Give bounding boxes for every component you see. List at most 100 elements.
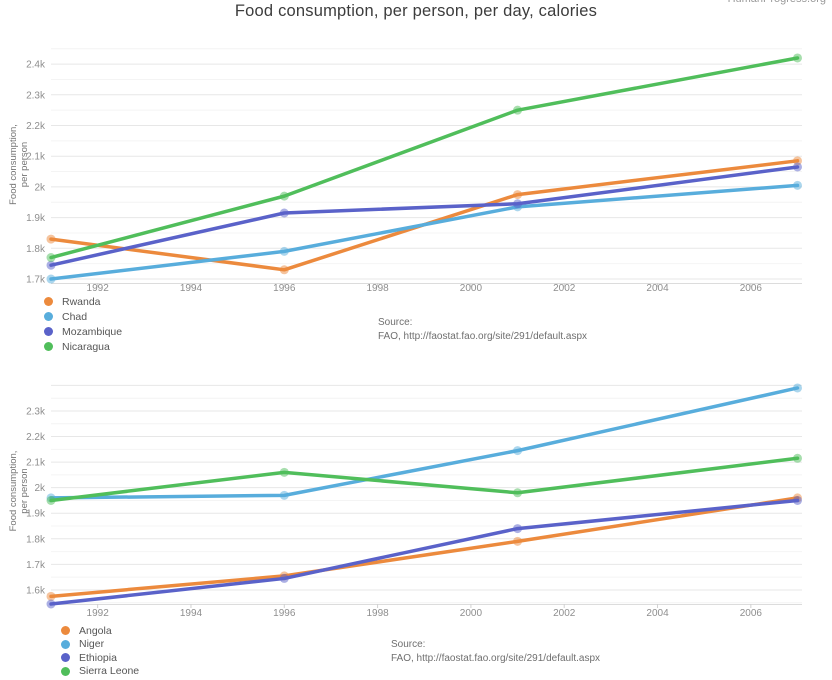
legend-dot-mozambique: [44, 327, 53, 336]
y-tick-label: 2k: [34, 182, 46, 193]
x-tick-label: 2006: [740, 283, 763, 294]
legend-label: Sierra Leone: [79, 665, 140, 678]
legend-dot-chad: [44, 312, 53, 321]
series-marker-niger: [793, 383, 802, 393]
series-line-mozambique: [49, 165, 800, 267]
legend-item-chad[interactable]: Chad: [44, 309, 122, 324]
x-tick-label: 2004: [646, 283, 669, 294]
legend-item-nicaragua[interactable]: Nicaragua: [44, 339, 122, 354]
series-marker-mozambique: [46, 260, 56, 270]
y-tick-label: 2.3k: [26, 90, 46, 101]
legend-label: Rwanda: [62, 295, 101, 308]
x-tick-label: 2004: [646, 608, 669, 619]
legend-item-niger[interactable]: Niger: [61, 638, 139, 652]
legend-item-rwanda[interactable]: Rwanda: [44, 294, 122, 309]
y-tick-label: 1.8k: [26, 244, 46, 255]
y-tick-label: 2.2k: [26, 121, 46, 132]
x-tick-label: 2002: [553, 283, 576, 294]
series-marker-mozambique: [793, 162, 802, 172]
x-tick-label: 1992: [87, 283, 110, 294]
top-chart-canvas: 1.7k 1.8k 1.9k 2k 2.1k 2.2k 2.3k 2.4k 1992 1994 19…: [8, 48, 802, 294]
y-tick-label: 1.8k: [26, 534, 46, 545]
series-line-nicaragua: [49, 56, 800, 260]
series-marker-sierra-leone: [279, 467, 289, 477]
legend-label: Chad: [62, 310, 88, 323]
y-axis-title: Food consumption,: [8, 124, 19, 205]
series-marker-ethiopia: [46, 599, 56, 609]
series-marker-ethiopia: [279, 573, 289, 583]
legend-item-ethiopia[interactable]: Ethiopia: [61, 651, 139, 665]
series-marker-chad: [793, 180, 802, 190]
legend-dot-sierra-leone: [61, 666, 70, 676]
top-chart-legend: Rwanda Chad Mozambique Nicaragua: [44, 294, 122, 354]
series-line-ethiopia: [49, 498, 800, 606]
source-url: FAO, http://faostat.fao.org/site/291/def…: [378, 331, 588, 342]
series-marker-angola: [46, 591, 56, 601]
series-marker-mozambique: [279, 208, 289, 218]
x-tick-label: 1994: [180, 608, 203, 619]
legend-item-mozambique[interactable]: Mozambique: [44, 324, 122, 339]
series-marker-rwanda: [279, 265, 289, 275]
watermark: HumanProgress.org: [728, 0, 826, 5]
series-marker-ethiopia: [513, 524, 523, 534]
series-marker-nicaragua: [793, 53, 802, 63]
series-line-chad: [49, 183, 800, 281]
y-tick-label: 2.2k: [26, 432, 46, 443]
x-tick-label: 1996: [273, 608, 296, 619]
legend-label: Ethiopia: [79, 651, 117, 664]
x-tick-label: 1998: [366, 608, 389, 619]
x-tick-label: 2000: [460, 608, 483, 619]
legend-item-angola[interactable]: Angola: [61, 624, 139, 638]
y-tick-label: 2k: [34, 483, 46, 494]
x-tick-label: 1998: [366, 283, 389, 294]
y-tick-label: 2.3k: [26, 406, 46, 417]
series-line-niger: [49, 386, 800, 500]
y-tick-label: 1.7k: [26, 560, 46, 571]
bottom-chart-legend: Angola Niger Ethiopia Sierra Leone: [61, 624, 139, 678]
series-marker-sierra-leone: [793, 453, 802, 463]
series-marker-niger: [513, 446, 523, 456]
y-tick-label: 2.1k: [26, 152, 46, 163]
source-label: Source:: [378, 317, 413, 328]
y-tick-label: 1.7k: [26, 275, 46, 286]
legend-dot-ethiopia: [61, 653, 70, 663]
x-tick-label: 2000: [460, 283, 483, 294]
series-marker-nicaragua: [513, 105, 523, 115]
series-line-angola: [49, 496, 800, 599]
series-marker-rwanda: [46, 234, 56, 244]
series-line-sierra-leone: [49, 456, 800, 503]
x-tick-label: 1996: [273, 283, 296, 294]
y-axis-title: per person: [19, 142, 30, 187]
source-label: Source:: [391, 639, 426, 650]
series-marker-ethiopia: [793, 495, 802, 505]
legend-dot-rwanda: [44, 297, 53, 306]
series-marker-mozambique: [513, 199, 523, 209]
legend-label: Mozambique: [62, 325, 123, 338]
legend-label: Nicaragua: [62, 340, 110, 353]
x-tick-label: 2006: [740, 608, 763, 619]
legend-dot-nicaragua: [44, 342, 53, 351]
legend-item-sierra-leone[interactable]: Sierra Leone: [61, 665, 139, 679]
page-title: Food consumption, per person, per day, c…: [234, 2, 598, 20]
legend-dot-angola: [61, 626, 70, 636]
legend-label: Angola: [79, 624, 112, 637]
series-marker-nicaragua: [46, 253, 56, 263]
x-tick-label: 2002: [553, 608, 576, 619]
legend-label: Niger: [79, 638, 105, 651]
series-marker-rwanda: [513, 190, 523, 200]
series-marker-sierra-leone: [46, 495, 56, 505]
series-line-rwanda: [49, 159, 800, 272]
series-marker-angola: [513, 536, 523, 546]
series-marker-nicaragua: [279, 191, 289, 201]
y-axis-title: Food consumption,: [8, 451, 19, 532]
y-tick-label: 2.1k: [26, 458, 46, 469]
x-tick-label: 1992: [87, 608, 110, 619]
series-marker-sierra-leone: [513, 488, 523, 498]
series-marker-niger: [279, 490, 289, 500]
y-tick-label: 1.9k: [26, 213, 46, 224]
series-marker-chad: [279, 246, 289, 256]
series-marker-chad: [46, 274, 56, 284]
bottom-chart-canvas: 1.6k 1.7k 1.8k 1.9k 2k 2.1k 2.2k 2.3k 1992 1994 19…: [8, 383, 802, 619]
source-url: FAO, http://faostat.fao.org/site/291/def…: [391, 653, 601, 664]
